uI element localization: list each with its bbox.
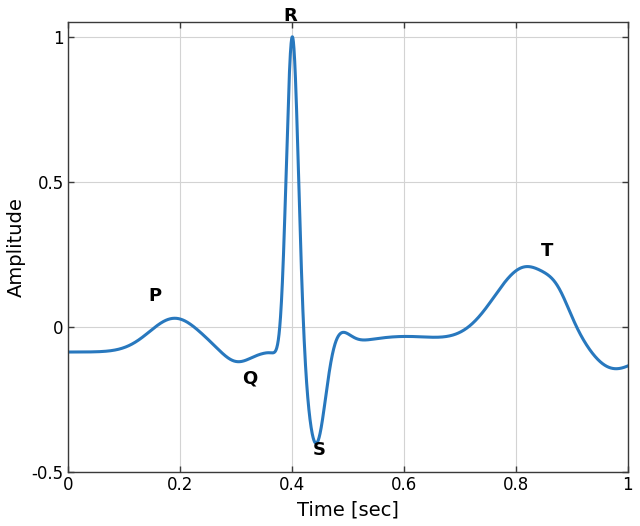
Text: T: T: [540, 242, 553, 260]
Text: R: R: [284, 7, 298, 25]
Y-axis label: Amplitude: Amplitude: [7, 197, 26, 297]
X-axis label: Time [sec]: Time [sec]: [297, 500, 399, 519]
Text: Q: Q: [243, 370, 258, 388]
Text: S: S: [312, 441, 326, 459]
Text: P: P: [148, 287, 162, 305]
